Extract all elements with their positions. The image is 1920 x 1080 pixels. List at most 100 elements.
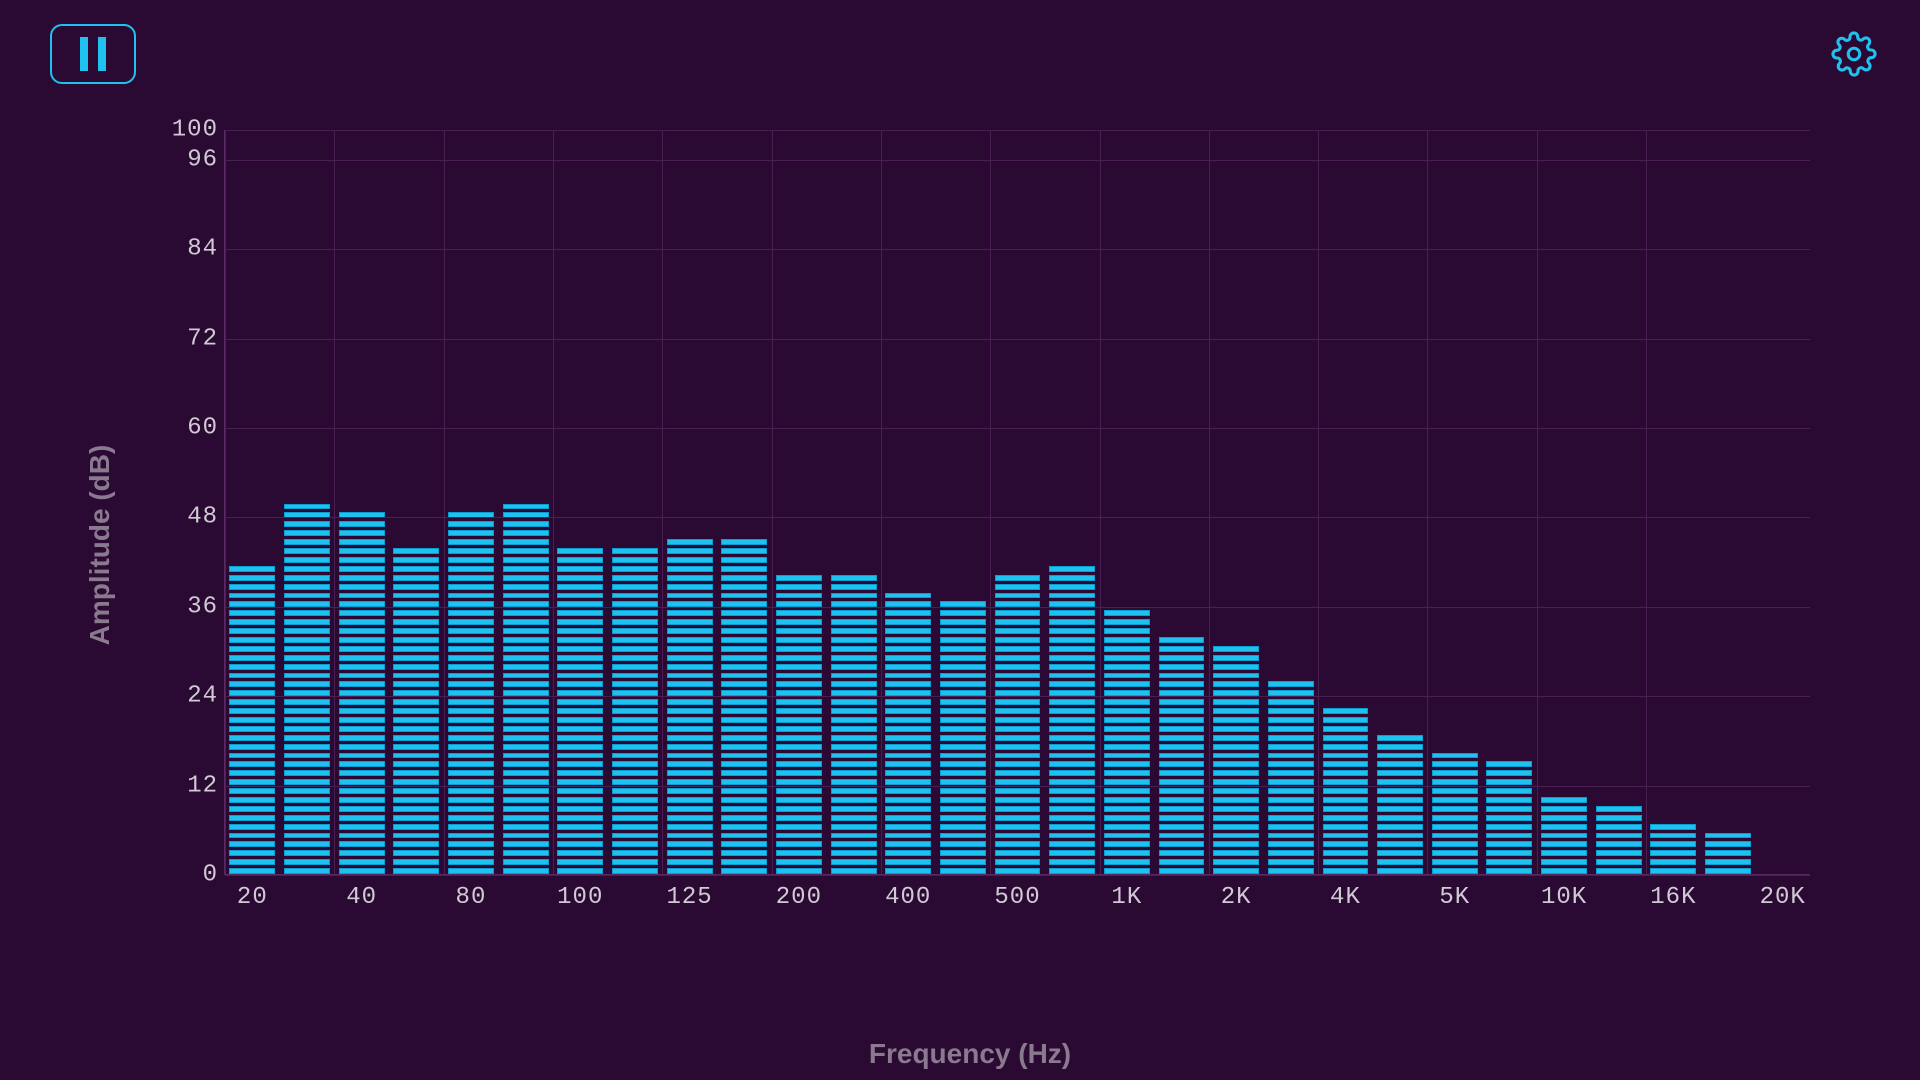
bar-segment: [1213, 850, 1259, 856]
bar-segment: [393, 824, 439, 830]
bar-segment: [1104, 779, 1150, 785]
bar-segment: [339, 841, 385, 847]
bar-segment: [721, 637, 767, 643]
bar-segment: [1049, 646, 1095, 652]
bar-segment: [776, 655, 822, 661]
bar-segment: [831, 824, 877, 830]
bar-segment: [1049, 664, 1095, 670]
settings-button[interactable]: [1824, 24, 1884, 84]
bar-segment: [1213, 797, 1259, 803]
bar-segment: [393, 717, 439, 723]
bar-segment: [612, 593, 658, 599]
bar-segment: [229, 699, 275, 705]
bar-segment: [1486, 779, 1532, 785]
bar-segment: [1049, 850, 1095, 856]
bar-segment: [1650, 868, 1696, 874]
bar-slot: 40: [334, 130, 389, 874]
bar-segment: [339, 619, 385, 625]
bar-segment: [393, 548, 439, 554]
bar-segment: [557, 717, 603, 723]
bar-segment: [1049, 717, 1095, 723]
bar-segment: [229, 673, 275, 679]
bar-segment: [503, 575, 549, 581]
bar-segment: [1323, 744, 1369, 750]
bar-segment: [229, 575, 275, 581]
x-tick-label: 20K: [1760, 884, 1806, 911]
h-gridline: [225, 696, 1810, 697]
bar-segment: [940, 610, 986, 616]
bar-segment: [1432, 797, 1478, 803]
plot-area: 2040801001252004005001K2K4K5K10K16K20K: [224, 130, 1810, 875]
bar-segment: [1104, 815, 1150, 821]
bar-segment: [776, 753, 822, 759]
bar-segment: [831, 646, 877, 652]
bar-segment: [229, 815, 275, 821]
v-gridline: [1646, 130, 1647, 874]
bar-segment: [557, 664, 603, 670]
bar-segment: [557, 770, 603, 776]
bar-segment: [284, 557, 330, 563]
bar-segment: [995, 850, 1041, 856]
bar-segment: [667, 859, 713, 865]
bar-segment: [721, 566, 767, 572]
bar-segment: [776, 841, 822, 847]
bar-segment: [557, 548, 603, 554]
bar-segment: [1159, 761, 1205, 767]
bar-segment: [612, 815, 658, 821]
y-tick-label: 24: [138, 683, 218, 710]
bar-segment: [995, 815, 1041, 821]
bar-segment: [503, 619, 549, 625]
bar-segment: [393, 708, 439, 714]
bar-segment: [776, 575, 822, 581]
bar-segment: [1486, 788, 1532, 794]
bar-segment: [503, 770, 549, 776]
bar-segment: [229, 788, 275, 794]
bar-segment: [1596, 850, 1642, 856]
bar-segment: [339, 637, 385, 643]
bar-segment: [557, 593, 603, 599]
spectrum-bar: [339, 509, 385, 874]
bar-segment: [1213, 859, 1259, 865]
bar-segment: [667, 673, 713, 679]
bar-segment: [557, 753, 603, 759]
pause-button[interactable]: [50, 24, 136, 84]
bar-segment: [284, 833, 330, 839]
bar-segment: [776, 735, 822, 741]
bar-segment: [940, 761, 986, 767]
bar-segment: [1104, 850, 1150, 856]
bar-segment: [995, 824, 1041, 830]
bar-slot: [1701, 130, 1756, 874]
bar-segment: [393, 566, 439, 572]
bar-segment: [229, 664, 275, 670]
bar-segment: [557, 637, 603, 643]
bar-segment: [831, 806, 877, 812]
bar-segment: [612, 646, 658, 652]
bar-segment: [1486, 815, 1532, 821]
bar-segment: [612, 557, 658, 563]
bar-segment: [557, 610, 603, 616]
bar-segment: [284, 521, 330, 527]
bar-segment: [229, 859, 275, 865]
bar-segment: [667, 841, 713, 847]
bar-segment: [557, 557, 603, 563]
bar-segment: [721, 584, 767, 590]
bar-segment: [1268, 824, 1314, 830]
bar-segment: [1705, 868, 1751, 874]
bar-segment: [776, 726, 822, 732]
bar-segment: [776, 744, 822, 750]
bar-segment: [503, 548, 549, 554]
bar-segment: [284, 841, 330, 847]
bar-segment: [612, 779, 658, 785]
bar-segment: [612, 628, 658, 634]
bar-segment: [448, 868, 494, 874]
bar-segment: [831, 753, 877, 759]
bar-segment: [284, 788, 330, 794]
bar-segment: [995, 770, 1041, 776]
bar-segment: [940, 859, 986, 865]
x-tick-label: 5K: [1439, 884, 1470, 911]
bar-segment: [284, 708, 330, 714]
bar-segment: [1159, 797, 1205, 803]
bar-segment: [448, 761, 494, 767]
bar-slot: [1591, 130, 1646, 874]
bar-segment: [1650, 824, 1696, 830]
